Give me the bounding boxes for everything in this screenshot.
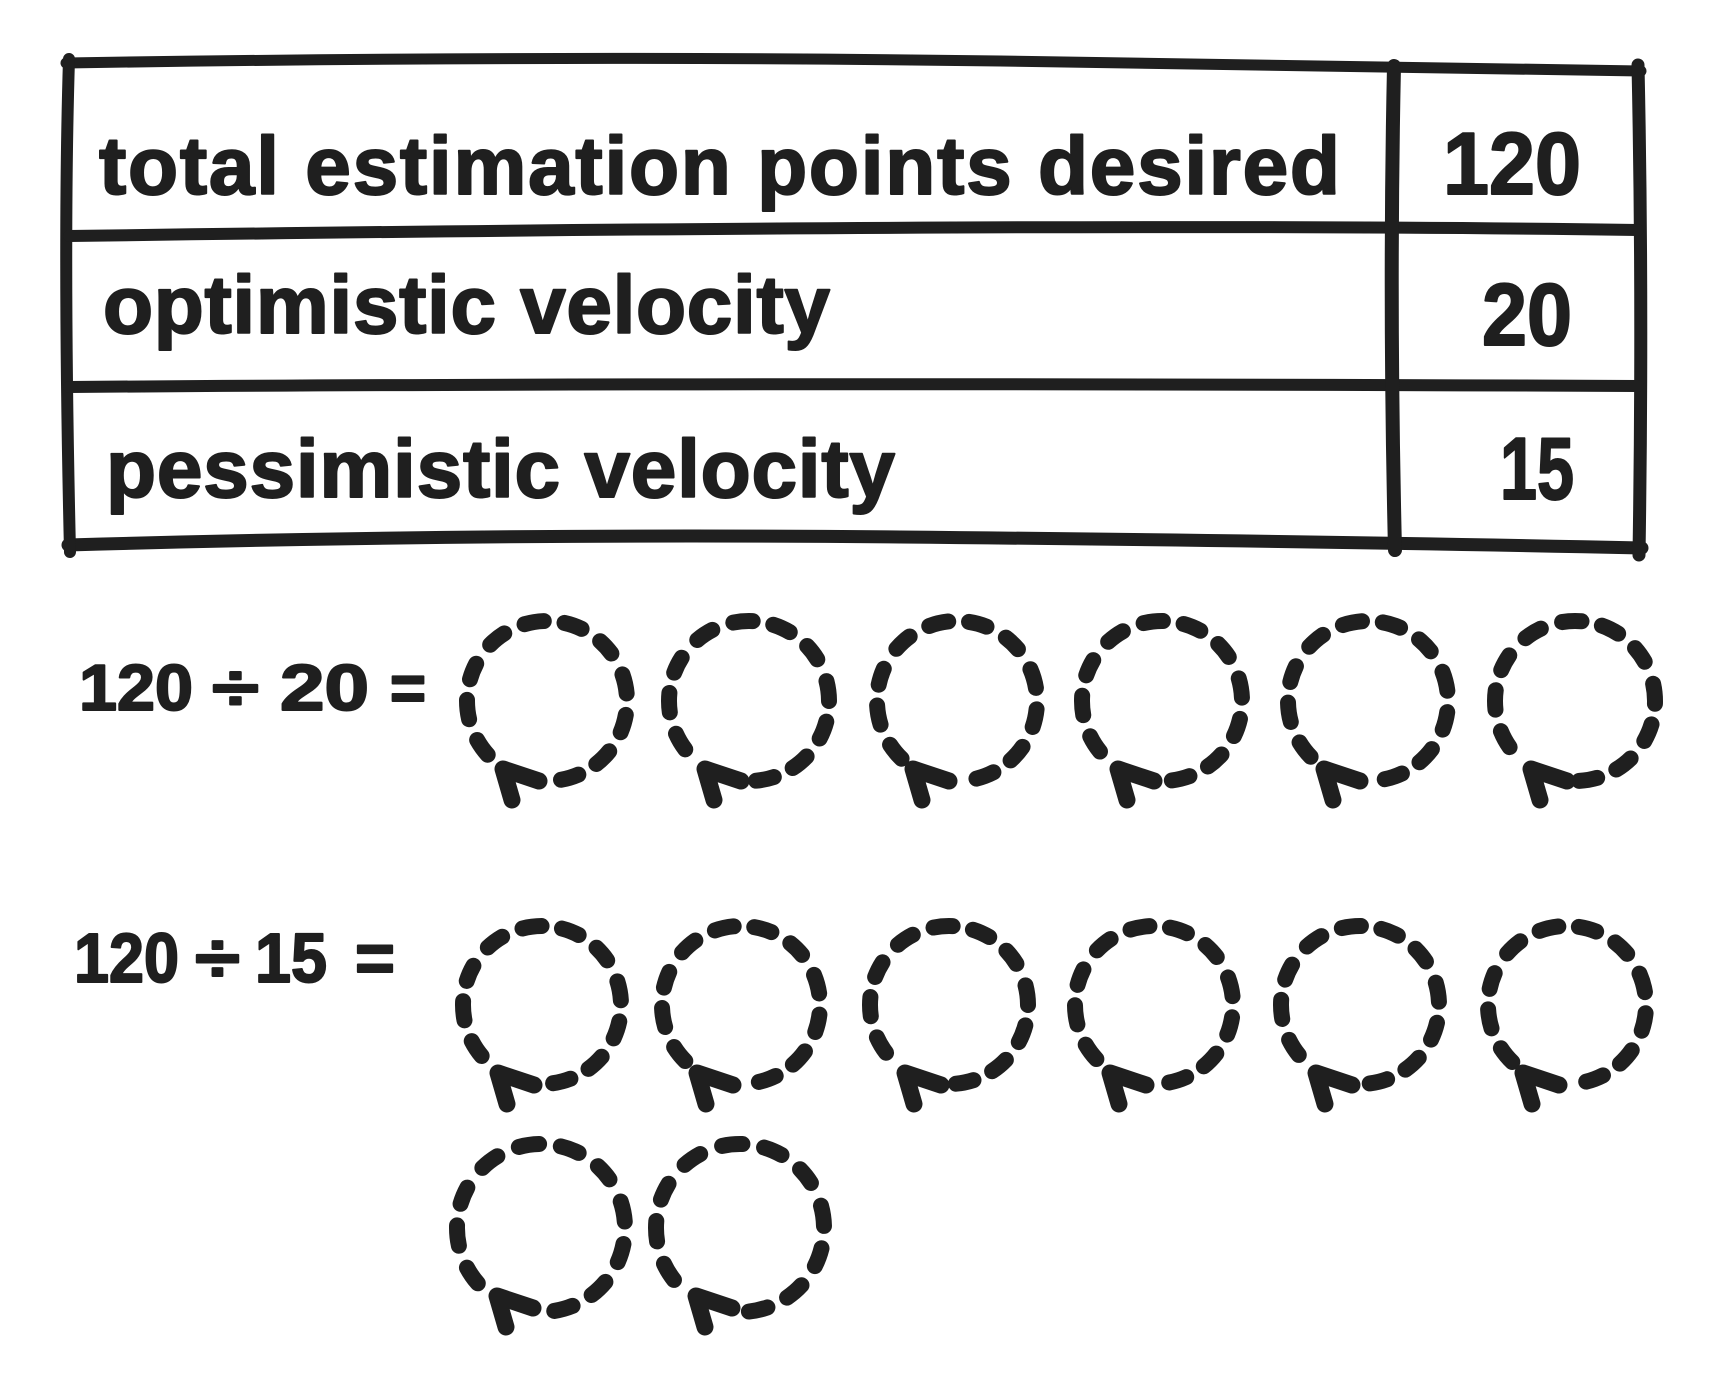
svg-text:15: 15: [255, 919, 327, 997]
svg-text:120: 120: [79, 651, 193, 724]
svg-text:=: =: [390, 651, 426, 724]
svg-text:÷: ÷: [212, 651, 259, 724]
svg-text:20: 20: [1482, 265, 1572, 364]
svg-text:120: 120: [74, 919, 179, 997]
svg-text:total estimation points desire: total estimation points desired: [99, 121, 1340, 212]
svg-text:=: =: [355, 919, 395, 997]
svg-text:pessimistic velocity: pessimistic velocity: [106, 424, 895, 515]
svg-text:20: 20: [280, 651, 369, 724]
svg-text:15: 15: [1500, 419, 1574, 518]
svg-text:÷: ÷: [195, 919, 240, 997]
svg-text:optimistic velocity: optimistic velocity: [103, 260, 830, 351]
svg-text:120: 120: [1443, 114, 1581, 213]
